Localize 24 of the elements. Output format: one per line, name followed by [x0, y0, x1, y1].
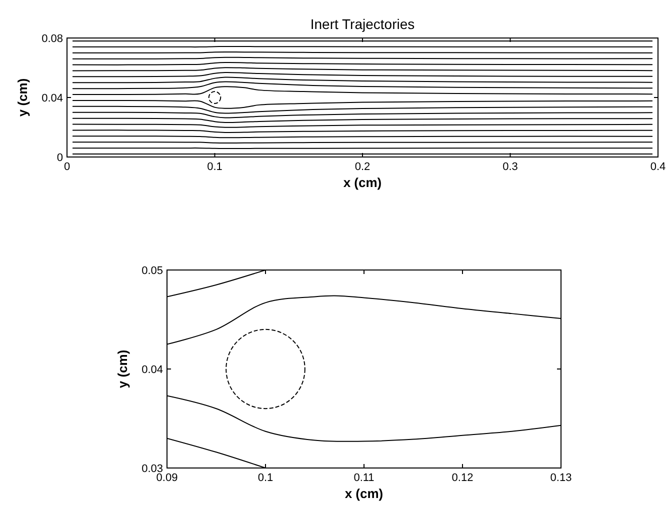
- x-tick-label: 0.1: [258, 472, 274, 484]
- x-tick-label: 0.1: [207, 161, 222, 173]
- chart-title: Inert Trajectories: [310, 16, 415, 32]
- x-axis-title: x (cm): [344, 486, 384, 501]
- y-tick-label: 0.04: [42, 92, 63, 104]
- x-tick-label: 0.12: [452, 472, 474, 484]
- x-axis-title: x (cm): [343, 175, 382, 190]
- y-tick-label: 0.04: [142, 364, 163, 376]
- line-series: [72, 86, 653, 96]
- x-tick-label: 0.13: [550, 472, 572, 484]
- x-tick-label: 0.09: [156, 472, 178, 484]
- y-axis-title: y (cm): [115, 350, 130, 388]
- x-tick-label: 0: [64, 161, 70, 173]
- y-tick-label: 0: [56, 152, 63, 164]
- y-tick-label: 0.05: [142, 264, 163, 277]
- y-axis-title: y (cm): [15, 78, 30, 117]
- line-series: [72, 106, 653, 114]
- x-tick-label: 0.2: [354, 161, 370, 173]
- x-tick-label: 0.3: [502, 161, 518, 173]
- x-tick-label: 0.11: [354, 472, 374, 484]
- line-series: [72, 100, 653, 109]
- line-series: [72, 81, 653, 90]
- x-tick-label: 0.4: [650, 161, 666, 173]
- y-tick-label: 0.08: [42, 32, 63, 45]
